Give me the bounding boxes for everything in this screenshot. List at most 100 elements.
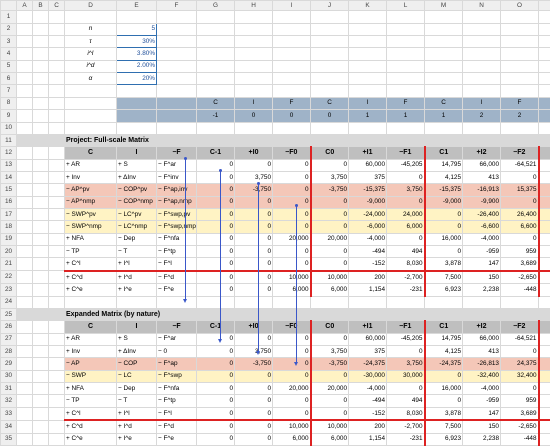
value-cell[interactable]: 6,000 [386, 220, 425, 234]
index-cell[interactable]: I [348, 96, 387, 111]
value-cell[interactable]: 0 [423, 208, 463, 222]
cell[interactable] [16, 158, 33, 172]
cell[interactable] [462, 47, 501, 61]
value-cell[interactable]: 0 [196, 269, 235, 285]
cell[interactable] [32, 283, 49, 297]
value-cell[interactable]: 6,000 [309, 283, 349, 297]
cell[interactable] [48, 270, 65, 285]
cell[interactable] [116, 109, 157, 123]
value-cell[interactable]: 14,795 [423, 332, 463, 347]
cell[interactable] [32, 121, 49, 135]
value-cell[interactable]: 0 [386, 382, 425, 396]
value-cell[interactable]: 0 [272, 158, 311, 172]
cell[interactable] [16, 121, 33, 135]
cell[interactable] [64, 10, 117, 24]
index-cell[interactable]: I [462, 96, 501, 111]
cell[interactable] [32, 195, 49, 210]
cell[interactable] [48, 195, 65, 210]
value-cell[interactable]: -9,000 [348, 195, 387, 210]
cell[interactable] [48, 146, 65, 160]
cell[interactable] [234, 35, 273, 49]
value-cell[interactable]: 16,000 [423, 232, 463, 247]
index-cell[interactable]: 1 [424, 109, 463, 123]
cell[interactable] [196, 35, 235, 49]
value-cell[interactable]: 0 [196, 283, 235, 297]
value-cell[interactable]: -3,750 [234, 183, 273, 197]
cell[interactable] [156, 295, 197, 309]
value-cell[interactable]: 2,238 [462, 283, 501, 297]
cell[interactable] [310, 121, 349, 135]
cell[interactable] [310, 72, 349, 86]
cell[interactable] [48, 369, 65, 384]
cell[interactable] [196, 10, 235, 24]
value-cell[interactable]: -6,600 [462, 220, 501, 234]
cell[interactable] [462, 121, 501, 135]
cell[interactable] [272, 121, 311, 135]
cell[interactable] [424, 22, 463, 37]
cell[interactable] [310, 35, 349, 49]
value-cell[interactable]: 0 [234, 220, 273, 234]
value-cell[interactable]: 3,750 [386, 357, 425, 371]
cell[interactable] [16, 10, 33, 24]
index-cell[interactable]: 0 [310, 109, 349, 123]
cell[interactable] [500, 10, 539, 24]
cell[interactable] [16, 84, 33, 98]
cell[interactable] [272, 72, 311, 86]
cell[interactable] [234, 22, 273, 37]
column-header[interactable]: P [538, 0, 550, 12]
cell[interactable] [64, 295, 117, 309]
value-cell[interactable]: 200 [348, 269, 387, 285]
value-cell[interactable]: 16,274 [537, 332, 550, 347]
value-cell[interactable]: -2,650 [500, 419, 539, 434]
index-cell[interactable]: I [234, 96, 273, 111]
index-cell[interactable]: 2 [462, 109, 501, 123]
value-cell[interactable]: 15,375 [500, 183, 539, 197]
value-cell[interactable]: -3,750 [234, 357, 273, 371]
value-cell[interactable]: -3,750 [309, 357, 349, 371]
value-cell[interactable]: 10,000 [272, 419, 311, 434]
cell[interactable] [538, 35, 550, 49]
value-cell[interactable]: 0 [196, 232, 235, 247]
cell[interactable] [348, 10, 387, 24]
value-cell[interactable]: -2,650 [500, 269, 539, 285]
param-input[interactable]: 3.80% [116, 47, 157, 61]
param-input[interactable]: 5 [116, 22, 157, 37]
value-cell[interactable]: 6,600 [500, 220, 539, 234]
value-cell[interactable]: 0 [196, 220, 235, 234]
value-cell[interactable]: 3,750 [309, 345, 349, 359]
cell[interactable] [196, 295, 235, 309]
param-input[interactable]: 30% [116, 35, 157, 49]
value-cell[interactable]: 0 [272, 394, 311, 408]
value-cell[interactable]: -959 [462, 394, 501, 408]
value-cell[interactable]: 0 [500, 232, 539, 247]
value-cell[interactable]: 26,400 [500, 208, 539, 222]
cell[interactable] [272, 47, 311, 61]
value-cell[interactable]: 0 [196, 357, 235, 371]
cell[interactable] [348, 72, 387, 86]
value-cell[interactable]: 0 [196, 406, 235, 421]
value-cell[interactable]: 60,000 [348, 158, 387, 172]
cell[interactable] [234, 72, 273, 86]
value-cell[interactable]: 0 [309, 245, 349, 259]
value-cell[interactable]: 0 [196, 432, 235, 446]
cell[interactable] [16, 345, 33, 359]
cell[interactable] [348, 22, 387, 37]
value-cell[interactable]: 24,000 [386, 208, 425, 222]
cell[interactable] [196, 47, 235, 61]
cell[interactable] [32, 84, 49, 98]
value-cell[interactable]: 20,000 [272, 382, 311, 396]
value-cell[interactable]: 5,000 [537, 419, 550, 434]
cell[interactable] [310, 22, 349, 37]
cell[interactable] [272, 35, 311, 49]
cell[interactable] [386, 59, 425, 74]
cell[interactable] [32, 96, 49, 111]
value-cell[interactable]: -16,913 [462, 183, 501, 197]
value-cell[interactable]: 0 [423, 220, 463, 234]
value-cell[interactable]: 3,689 [500, 406, 539, 421]
value-cell[interactable]: 3,878 [423, 257, 463, 272]
cell[interactable] [424, 295, 463, 309]
column-header[interactable]: E [116, 0, 157, 12]
value-cell[interactable]: -45,205 [386, 332, 425, 347]
cell[interactable] [424, 35, 463, 49]
cell[interactable] [196, 59, 235, 74]
